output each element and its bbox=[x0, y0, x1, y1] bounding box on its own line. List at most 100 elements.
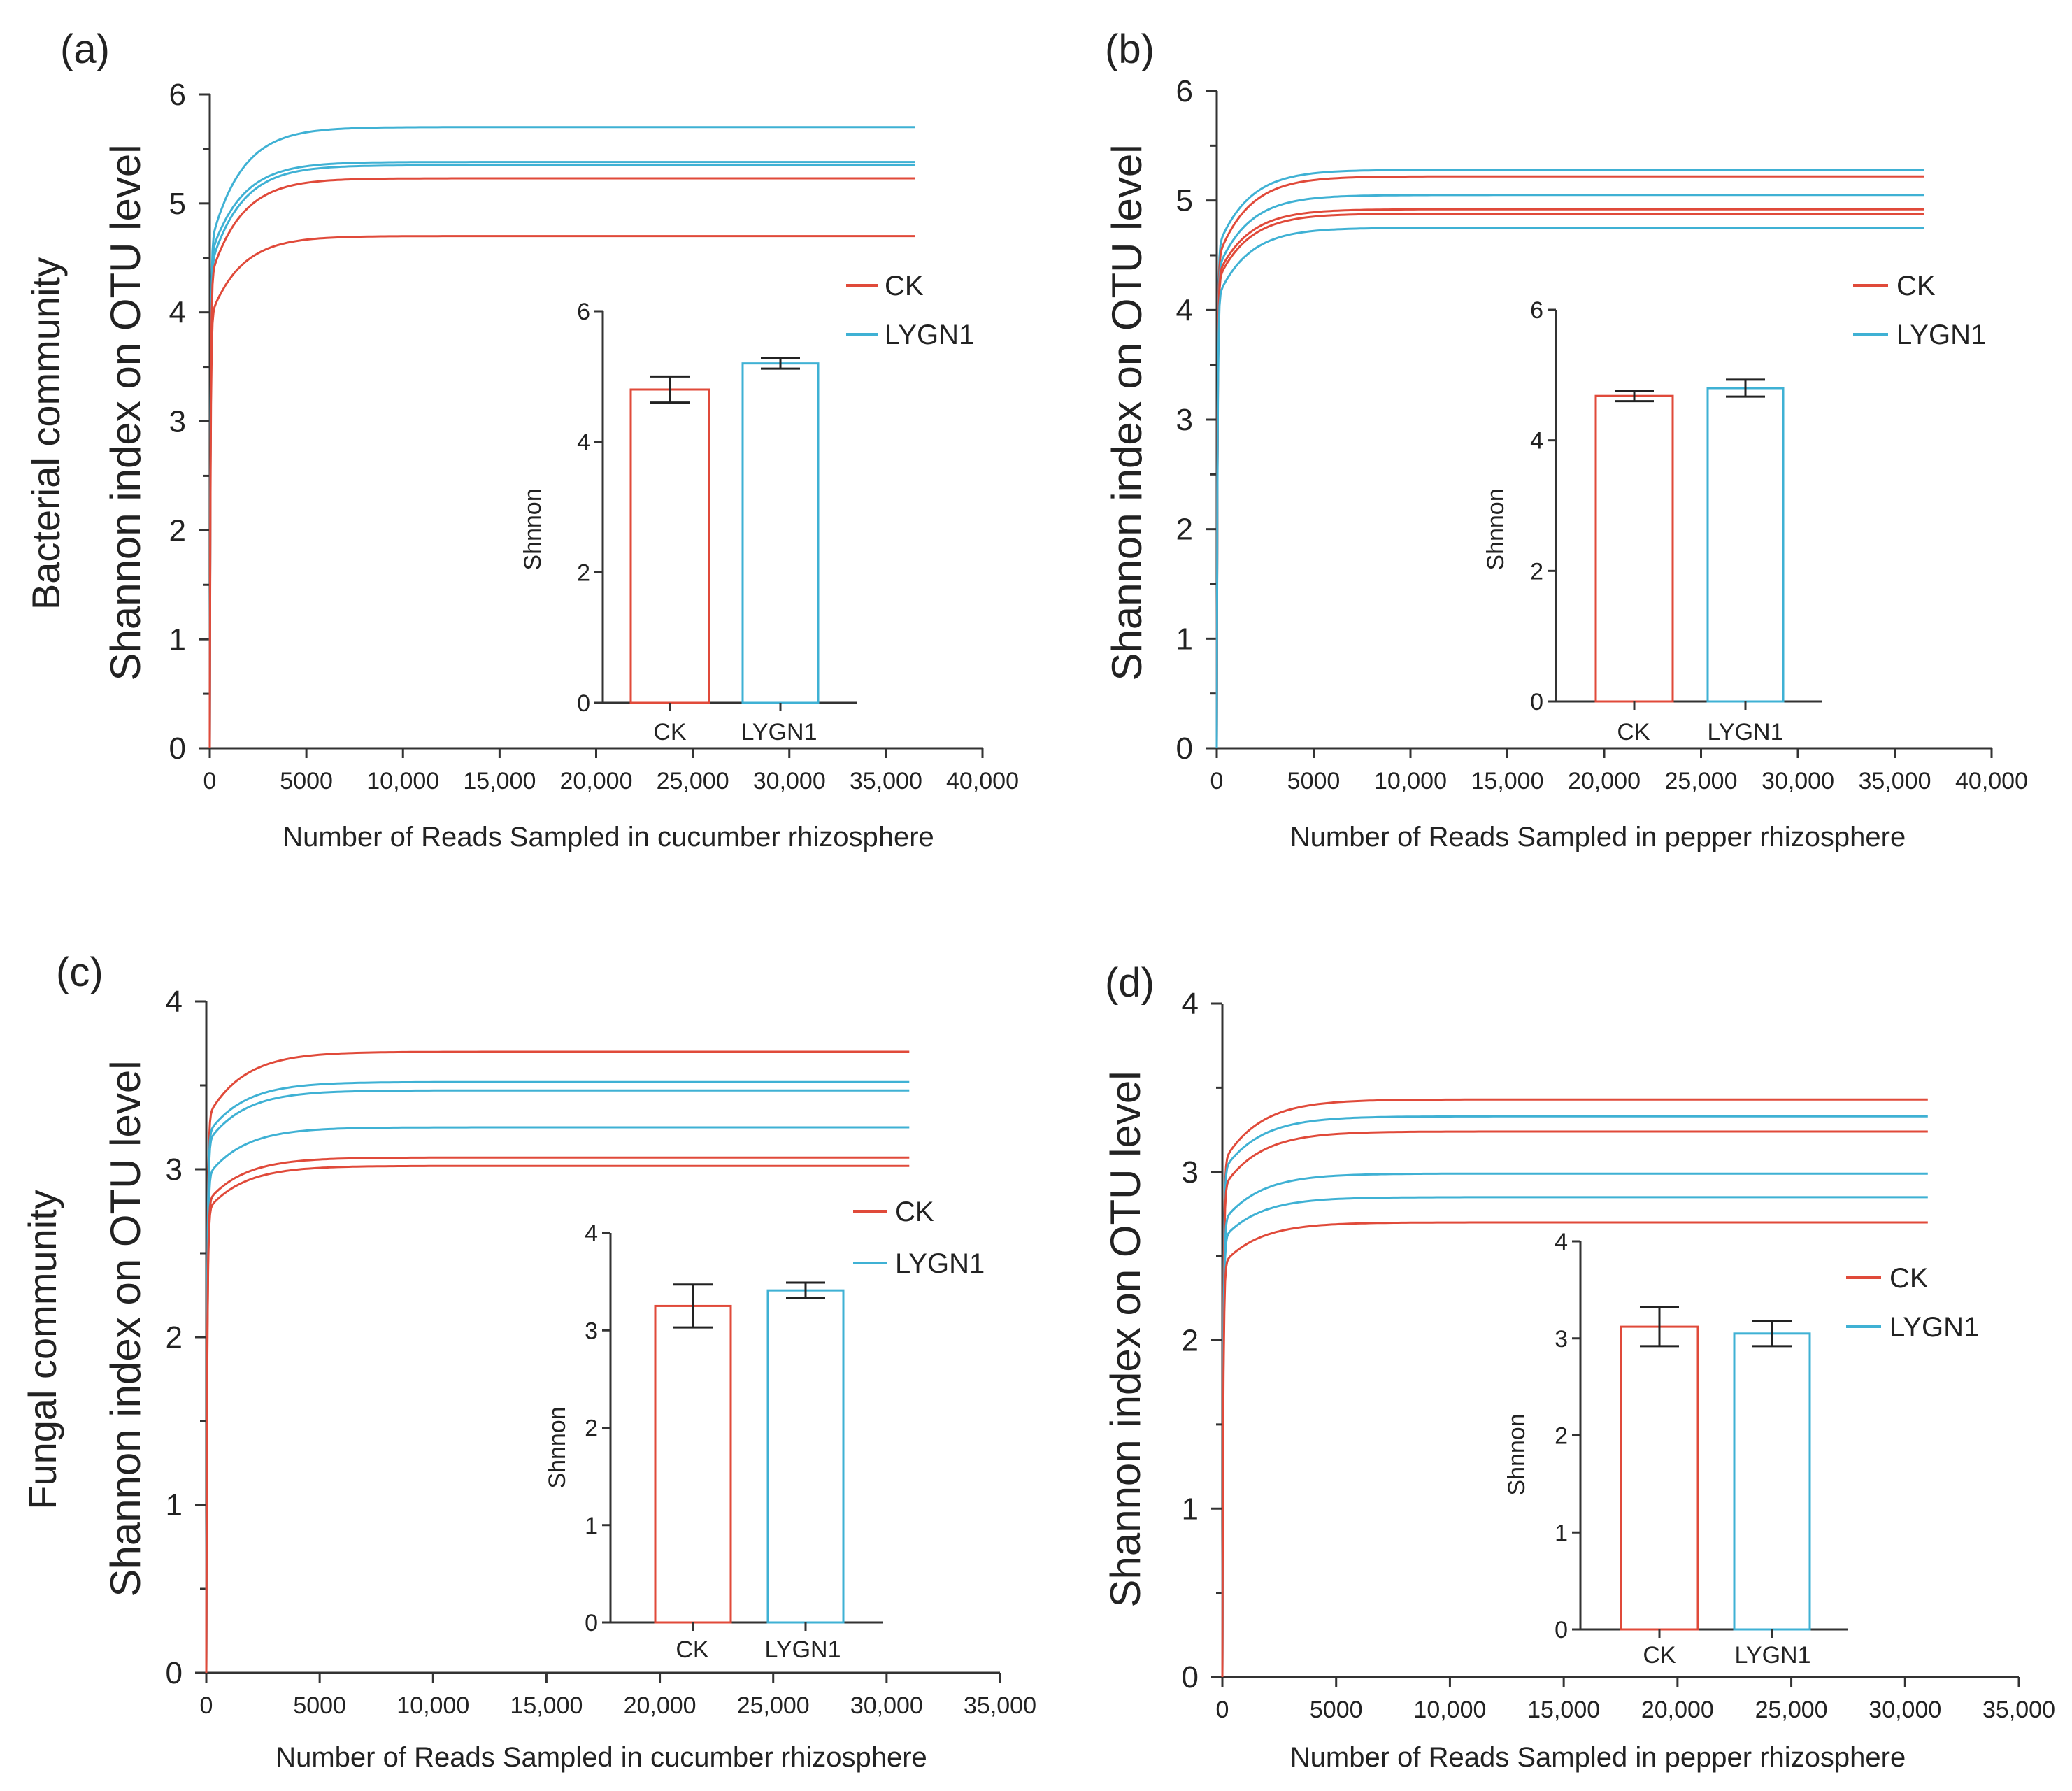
x-tick-label: 25,000 bbox=[737, 1692, 810, 1719]
y-tick-label: 0 bbox=[166, 1656, 183, 1690]
y-tick-label: 2 bbox=[1176, 513, 1193, 547]
x-tick-label: 30,000 bbox=[1762, 768, 1834, 794]
inset-y-tick-label: 4 bbox=[577, 429, 590, 456]
y-tick-label: 4 bbox=[1182, 987, 1199, 1021]
inset-y-tick-label: 0 bbox=[585, 1610, 598, 1636]
x-tick-label: 15,000 bbox=[1527, 1697, 1600, 1723]
legend-lygn1-label: LYGN1 bbox=[1889, 1312, 1979, 1343]
inset-cat-lygn1: LYGN1 bbox=[1708, 719, 1784, 745]
y-tick-label: 5 bbox=[1176, 184, 1193, 218]
curve-ck bbox=[1221, 1098, 1928, 1678]
panel-letter: (b) bbox=[1105, 27, 1155, 72]
x-tick-label: 10,000 bbox=[366, 768, 439, 794]
x-tick-label: 0 bbox=[1216, 1697, 1229, 1723]
y-tick-label: 3 bbox=[1182, 1155, 1199, 1190]
legend-ck-label: CK bbox=[885, 271, 924, 301]
inset-y-tick-label: 4 bbox=[585, 1220, 598, 1247]
inset-bar-lygn1 bbox=[766, 1289, 845, 1624]
x-tick-label: 30,000 bbox=[1869, 1697, 1941, 1723]
x-tick-label: 35,000 bbox=[964, 1692, 1036, 1719]
y-tick-label: 1 bbox=[1176, 622, 1193, 656]
inset-cat-lygn1: LYGN1 bbox=[1735, 1642, 1811, 1669]
inset-bar-lygn1 bbox=[1733, 1332, 1811, 1631]
y-tick-label: 2 bbox=[1182, 1324, 1199, 1358]
inset-y-tick-label: 2 bbox=[1530, 558, 1543, 585]
y-tick-label: 4 bbox=[1176, 293, 1193, 327]
x-tick-label: 5000 bbox=[280, 768, 333, 794]
y-axis-label: Shannon index on OTU level bbox=[1103, 144, 1150, 680]
y-tick-label: 5 bbox=[169, 187, 186, 221]
curve-lygn1 bbox=[205, 1080, 910, 1674]
inset-y-tick-label: 3 bbox=[1555, 1326, 1568, 1353]
curve-lygn1 bbox=[1221, 1172, 1928, 1678]
x-tick-label: 5000 bbox=[1287, 768, 1341, 794]
inset-y-tick-label: 0 bbox=[1530, 689, 1543, 715]
x-tick-label: 0 bbox=[203, 768, 217, 794]
legend-lygn1-label: LYGN1 bbox=[1896, 320, 1986, 350]
curve-lygn1 bbox=[1215, 194, 1924, 749]
x-tick-label: 20,000 bbox=[624, 1692, 696, 1719]
y-tick-label: 2 bbox=[169, 513, 186, 548]
x-tick-label: 20,000 bbox=[560, 768, 633, 794]
inset-y-tick-label: 2 bbox=[577, 559, 590, 586]
community-label: Bacterial community bbox=[24, 257, 68, 610]
inset-bar-ck bbox=[629, 388, 710, 704]
y-tick-label: 1 bbox=[169, 622, 186, 657]
inset-y-tick-label: 2 bbox=[1555, 1423, 1568, 1450]
inset-y-tick-label: 4 bbox=[1530, 428, 1543, 455]
curve-ck bbox=[208, 235, 915, 749]
y-tick-label: 3 bbox=[166, 1153, 183, 1187]
x-tick-label: 35,000 bbox=[850, 768, 922, 794]
curve-lygn1 bbox=[208, 161, 915, 749]
x-tick-label: 10,000 bbox=[1413, 1697, 1486, 1723]
curve-ck bbox=[205, 1164, 910, 1674]
inset-cat-lygn1: LYGN1 bbox=[765, 1636, 841, 1663]
y-tick-label: 0 bbox=[1176, 732, 1193, 766]
inset-y-tick-label: 1 bbox=[1555, 1520, 1568, 1546]
inset-y-label: Shnnon bbox=[1482, 488, 1509, 570]
inset-bar-ck bbox=[654, 1304, 732, 1624]
inset-cat-lygn1: LYGN1 bbox=[741, 719, 817, 745]
y-axis-label: Shannon index on OTU level bbox=[102, 144, 149, 680]
curve-ck bbox=[1221, 1130, 1928, 1678]
inset-y-tick-label: 6 bbox=[577, 299, 590, 325]
x-tick-label: 15,000 bbox=[463, 768, 536, 794]
y-tick-label: 6 bbox=[1176, 74, 1193, 108]
curve-ck bbox=[1215, 175, 1924, 749]
x-tick-label: 15,000 bbox=[1471, 768, 1544, 794]
curve-lygn1 bbox=[205, 1126, 910, 1674]
panel-letter: (d) bbox=[1105, 960, 1155, 1006]
x-tick-label: 20,000 bbox=[1568, 768, 1641, 794]
x-tick-label: 15,000 bbox=[510, 1692, 583, 1719]
inset-bar-lygn1 bbox=[741, 362, 820, 704]
inset-y-label: Shnnon bbox=[544, 1406, 571, 1488]
y-tick-label: 3 bbox=[1176, 403, 1193, 437]
panel-b: (b) Shannon index on OTU level Number of… bbox=[1103, 27, 2028, 852]
legend-ck-label: CK bbox=[1896, 271, 1936, 301]
panel-letter: (a) bbox=[60, 27, 110, 72]
inset-bar-ck bbox=[1594, 394, 1674, 703]
y-axis-label: Shannon index on OTU level bbox=[1102, 1071, 1149, 1607]
inset-cat-ck: CK bbox=[1643, 1642, 1676, 1669]
x-tick-label: 5000 bbox=[293, 1692, 346, 1719]
curve-ck bbox=[205, 1050, 910, 1674]
curve-lygn1 bbox=[208, 164, 915, 749]
curve-lygn1 bbox=[1215, 169, 1924, 749]
x-tick-label: 20,000 bbox=[1641, 1697, 1714, 1723]
inset-y-tick-label: 0 bbox=[1555, 1617, 1568, 1643]
y-tick-label: 0 bbox=[169, 732, 186, 766]
inset-y-label: Shnnon bbox=[1503, 1413, 1530, 1495]
x-tick-label: 40,000 bbox=[1955, 768, 2028, 794]
x-tick-label: 40,000 bbox=[946, 768, 1019, 794]
inset-bar-lygn1 bbox=[1706, 387, 1785, 703]
community-label: Fungal community bbox=[20, 1190, 64, 1510]
y-tick-label: 1 bbox=[1182, 1492, 1199, 1526]
legend-ck-label: CK bbox=[895, 1197, 934, 1227]
legend-ck-label: CK bbox=[1889, 1263, 1929, 1294]
x-tick-label: 0 bbox=[200, 1692, 213, 1719]
panel-a: (a) Bacterial community Shannon index on… bbox=[24, 27, 1019, 852]
curve-lygn1 bbox=[208, 126, 915, 749]
curve-lygn1 bbox=[1221, 1115, 1928, 1678]
legend-lygn1-label: LYGN1 bbox=[895, 1248, 985, 1279]
x-tick-label: 30,000 bbox=[850, 1692, 923, 1719]
